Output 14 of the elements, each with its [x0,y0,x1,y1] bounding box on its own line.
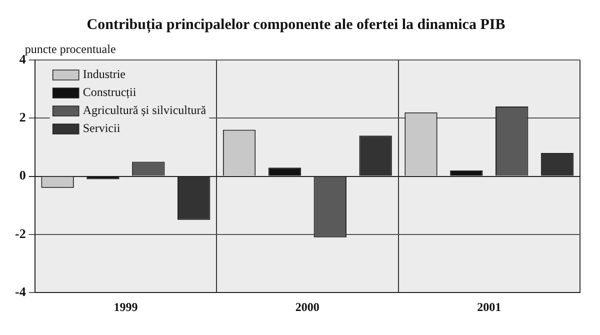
x-tick-label: 2001 [477,300,502,314]
y-tick-label: -2 [14,226,26,241]
y-axis-title: puncte procentuale [24,42,116,56]
x-tick-label: 1999 [114,300,138,314]
chart-title: Contribuția principalelor componente ale ofertei la dinamica PIB [86,16,506,33]
x-tick-label: 2000 [295,300,320,314]
legend-label: Agricultură și silvicultură [82,103,207,118]
y-tick-label: 0 [19,168,26,183]
y-tick-label: 2 [19,110,26,125]
legend-label: Servicii [82,121,121,136]
legend-label: Construcții [82,85,137,100]
legend-label: Industrie [82,67,126,82]
y-tick-label: 4 [19,51,26,66]
y-tick-label: -4 [14,284,26,299]
